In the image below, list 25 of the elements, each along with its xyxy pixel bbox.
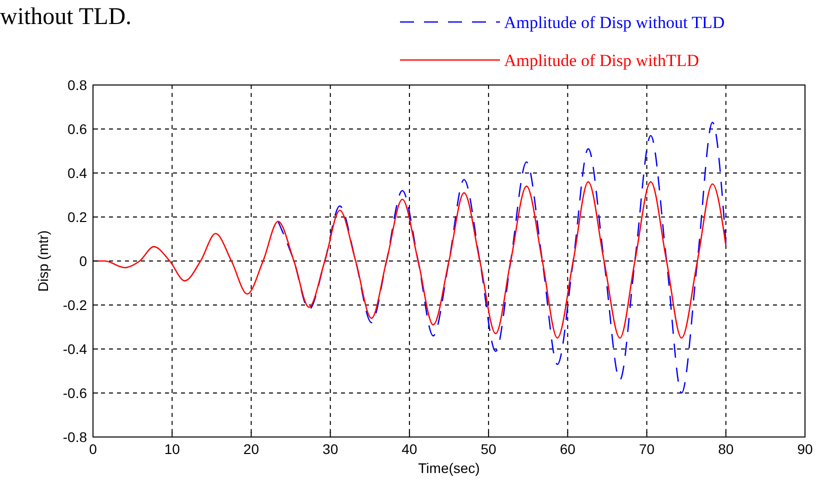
line-series bbox=[277, 122, 727, 394]
y-tick-label: 0.8 bbox=[68, 77, 88, 93]
y-tick-label: 0.4 bbox=[68, 165, 88, 181]
text: without TLD. bbox=[0, 4, 132, 30]
y-tick-label: -0.6 bbox=[62, 385, 88, 401]
y-tick-label: 0.2 bbox=[68, 209, 88, 225]
text: Amplitude of Disp withTLD bbox=[504, 51, 700, 70]
x-tick-label: 30 bbox=[322, 441, 338, 457]
y-tick-label: -0.2 bbox=[62, 297, 88, 313]
x-tick-label: 60 bbox=[560, 441, 576, 457]
x-tick-label: 0 bbox=[89, 441, 98, 457]
x-tick-label: 10 bbox=[164, 441, 180, 457]
x-tick-label: 40 bbox=[402, 441, 418, 457]
x-tick-label: 80 bbox=[718, 441, 734, 457]
y-axis-title: Disp (mtr) bbox=[35, 230, 51, 292]
y-tick-label: 0.6 bbox=[68, 121, 88, 137]
x-axis-title: Time(sec) bbox=[418, 460, 480, 476]
x-tick-label: 50 bbox=[480, 441, 497, 457]
text: Amplitude of Disp without TLD bbox=[504, 13, 725, 32]
x-tick-label: 70 bbox=[638, 441, 655, 457]
x-tick-label: 90 bbox=[797, 441, 813, 457]
y-tick-label: -0.8 bbox=[62, 429, 88, 445]
y-tick-label: 0 bbox=[79, 253, 88, 269]
y-tick-label: -0.4 bbox=[62, 341, 88, 357]
x-tick-label: 20 bbox=[243, 441, 260, 457]
